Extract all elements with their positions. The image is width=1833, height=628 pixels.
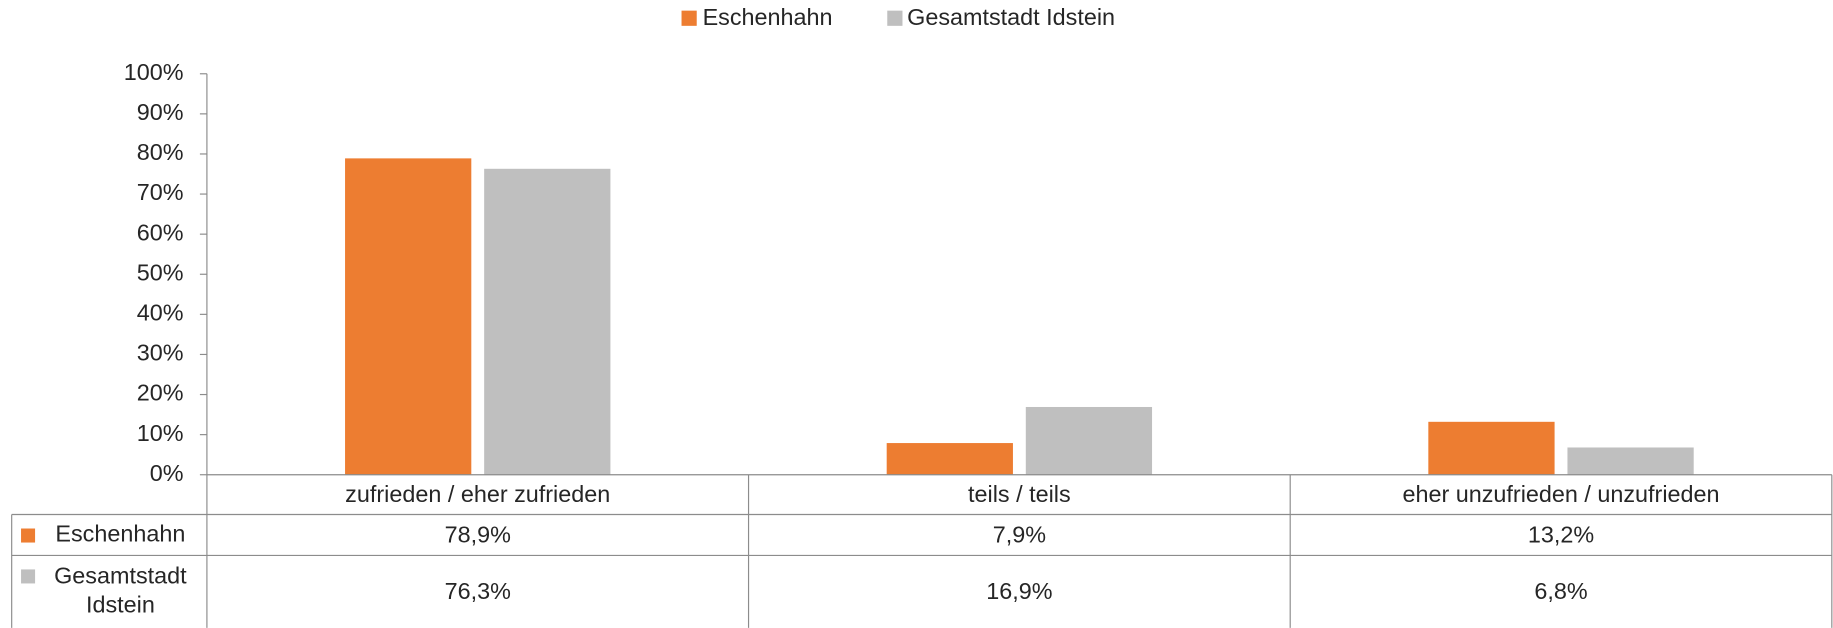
table-value: 78,9% bbox=[445, 521, 511, 547]
table-value: 76,3% bbox=[445, 578, 511, 604]
y-tick-label: 60% bbox=[137, 219, 184, 245]
table-value: 6,8% bbox=[1534, 578, 1587, 604]
legend-label: Eschenhahn bbox=[703, 4, 833, 30]
y-tick-label: 50% bbox=[137, 259, 184, 285]
y-tick-label: 70% bbox=[137, 179, 184, 205]
row-label: Eschenhahn bbox=[55, 521, 186, 548]
y-tick-label: 100% bbox=[124, 59, 184, 85]
y-tick-label: 0% bbox=[150, 460, 184, 486]
y-tick-label: 30% bbox=[137, 340, 184, 366]
legend-swatch bbox=[887, 10, 903, 26]
legend-label: Gesamtstadt Idstein bbox=[907, 4, 1115, 30]
y-tick-label: 20% bbox=[137, 380, 184, 406]
bar bbox=[1428, 421, 1555, 475]
bar bbox=[1025, 406, 1153, 475]
bar bbox=[1567, 447, 1694, 475]
table-value: 7,9% bbox=[993, 521, 1046, 547]
table-legend-swatch bbox=[21, 528, 36, 543]
y-tick-label: 80% bbox=[137, 139, 184, 165]
y-tick-label: 10% bbox=[137, 420, 184, 446]
y-tick-label: 40% bbox=[137, 300, 184, 326]
table-value: 13,2% bbox=[1528, 521, 1594, 547]
x-tick-label: teils / teils bbox=[968, 481, 1071, 507]
row-label-box: Eschenhahn bbox=[55, 521, 186, 548]
table-value: 16,9% bbox=[986, 578, 1052, 604]
x-tick-label: zufrieden / eher zufrieden bbox=[345, 481, 610, 507]
bar bbox=[484, 168, 611, 475]
bar bbox=[345, 158, 472, 475]
bar bbox=[886, 443, 1013, 475]
table-legend-swatch bbox=[21, 569, 36, 584]
row-label: Gesamtstadt Idstein bbox=[54, 563, 187, 619]
legend-swatch bbox=[681, 10, 697, 26]
row-label-box: Gesamtstadt Idstein bbox=[54, 563, 187, 619]
y-tick-label: 90% bbox=[137, 99, 184, 125]
x-tick-label: eher unzufrieden / unzufrieden bbox=[1402, 481, 1719, 507]
